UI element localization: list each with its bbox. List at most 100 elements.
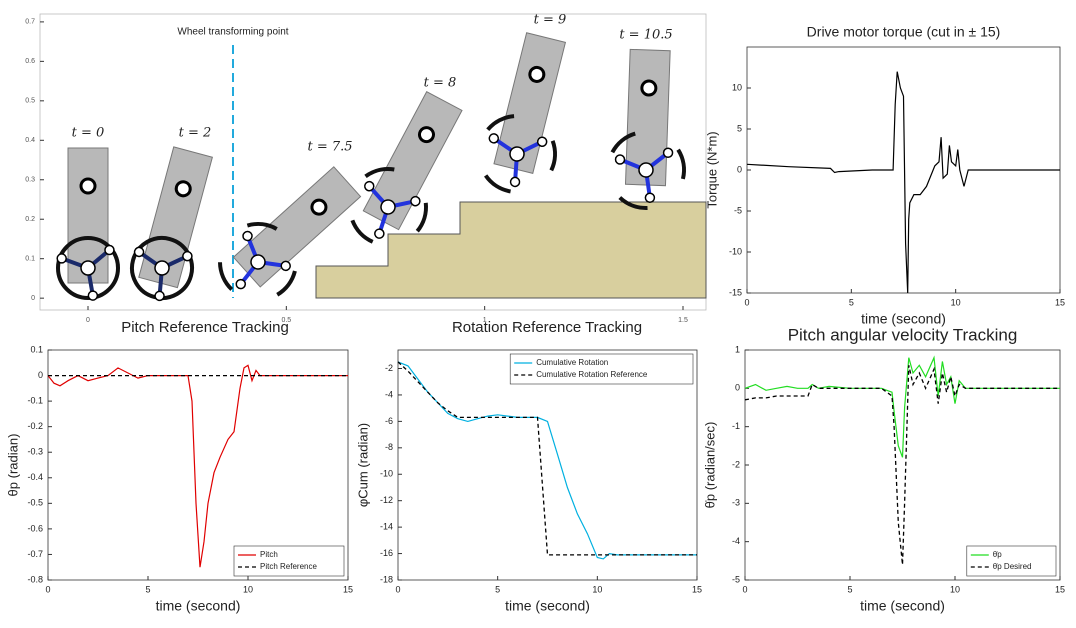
robot-body: [67, 147, 109, 284]
y-tick-label: 10: [732, 82, 742, 92]
wheel-arc: [549, 140, 557, 172]
robot-body: [362, 90, 463, 231]
plot-area: [744, 349, 1061, 581]
legend-label: Cumulative Rotation: [536, 358, 608, 367]
wheel-rim: [130, 236, 194, 300]
annotation: Wheel transforming point: [177, 27, 288, 38]
y-tick-label: -4: [385, 389, 393, 399]
robot-marker: [640, 79, 658, 97]
x-tick-label: 0: [86, 317, 90, 324]
x-tick-label: 15: [1055, 297, 1065, 307]
robot-marker: [310, 198, 328, 216]
y-tick-label: -5: [734, 205, 742, 215]
y-tick-label: 5: [737, 123, 742, 133]
caption: Pitch Reference Tracking: [121, 319, 289, 336]
x-tick-label: 10: [592, 584, 602, 594]
x-tick-label: 0: [742, 584, 747, 594]
robot: [484, 32, 567, 194]
y-tick-label: -16: [380, 548, 393, 558]
y-tick-label: -0.2: [27, 421, 43, 431]
robot: [218, 166, 362, 297]
y-tick-label: -0.3: [27, 447, 43, 457]
wheel-arc: [218, 262, 234, 291]
legend-label: θ̇p Desired: [993, 562, 1032, 571]
wheel-arc: [276, 270, 297, 297]
x-axis-label: time (second): [505, 598, 590, 614]
robot-body: [138, 146, 213, 289]
y-tick-label: 0.5: [25, 98, 35, 105]
annotation: t = 7.5: [307, 140, 352, 155]
chart-title: Pitch angular velocity Tracking: [788, 325, 1018, 344]
y-tick-label: -6: [385, 416, 393, 426]
x-axis-label: time (second): [860, 598, 945, 614]
y-tick-label: -5: [732, 574, 740, 584]
annotation: t = 0: [72, 126, 105, 141]
y-tick-label: -8: [385, 442, 393, 452]
y-tick-label: 0: [31, 295, 35, 302]
y-tick-label: 0.7: [25, 19, 35, 26]
y-tick-label: -15: [729, 287, 742, 297]
hub: [509, 146, 525, 162]
wheel-arc: [486, 114, 515, 132]
y-tick-label: 0.6: [25, 58, 35, 65]
joint: [509, 176, 521, 188]
hub: [154, 260, 170, 276]
x-tick-label: 10: [950, 584, 960, 594]
joint: [133, 246, 145, 258]
chart-title: Drive motor torque (cut in ± 15): [807, 24, 1001, 40]
y-tick-label: -0.4: [27, 472, 43, 482]
robot: [350, 90, 463, 244]
caption: Rotation Reference Tracking: [452, 319, 642, 336]
y-tick-label: -0.1: [27, 395, 43, 405]
wheel-arc: [350, 219, 374, 244]
x-tick-label: 5: [495, 584, 500, 594]
wheel-rim: [56, 236, 120, 300]
y-tick-label: 0.1: [25, 256, 35, 263]
y-tick-label: 0.3: [25, 177, 35, 184]
y-tick-label: 0.2: [25, 216, 35, 223]
x-tick-label: 1.5: [678, 317, 688, 324]
y-axis-label: φCum (radian): [355, 423, 370, 507]
stairs: [315, 201, 707, 299]
joint: [662, 147, 674, 159]
x-tick-label: 1: [483, 317, 487, 324]
y-tick-label: -2: [732, 459, 740, 469]
x-tick-label: 5: [849, 297, 854, 307]
x-tick-label: 0: [744, 297, 749, 307]
y-tick-label: 0.1: [30, 344, 43, 354]
robots: [56, 32, 686, 302]
annotation: t = 9: [534, 13, 567, 28]
series-line: [744, 365, 1060, 565]
robot: [130, 146, 213, 302]
joint: [182, 250, 193, 262]
robot: [610, 48, 686, 210]
x-axis-label: time (second): [156, 598, 241, 614]
robot-body: [624, 48, 671, 187]
x-tick-label: 15: [1055, 584, 1065, 594]
joint: [87, 290, 99, 301]
y-tick-label: -10: [729, 246, 742, 256]
y-tick-label: -0.6: [27, 523, 43, 533]
plot-area: [47, 349, 349, 581]
joint: [644, 192, 656, 203]
wheel-arc: [610, 131, 636, 154]
joint: [56, 253, 67, 264]
joint: [488, 133, 500, 144]
x-axis-label: time (second): [861, 311, 946, 327]
x-tick-label: 10: [243, 584, 253, 594]
series-line: [397, 361, 697, 556]
joint: [536, 136, 548, 147]
y-axis-label: θ̇p (radian/sec): [702, 422, 717, 509]
y-tick-label: -1: [732, 421, 740, 431]
joint: [154, 290, 165, 302]
y-axis-label: θp (radian): [5, 434, 20, 497]
wheel-arc: [618, 196, 648, 210]
y-tick-label: 1: [735, 344, 740, 354]
wheel-arc: [246, 222, 278, 231]
y-tick-label: -0.7: [27, 549, 43, 559]
legend-box: [233, 545, 345, 577]
plot-area: [397, 349, 698, 581]
x-tick-label: 5: [847, 584, 852, 594]
robot-body: [493, 32, 567, 174]
y-tick-label: -2: [385, 363, 393, 373]
